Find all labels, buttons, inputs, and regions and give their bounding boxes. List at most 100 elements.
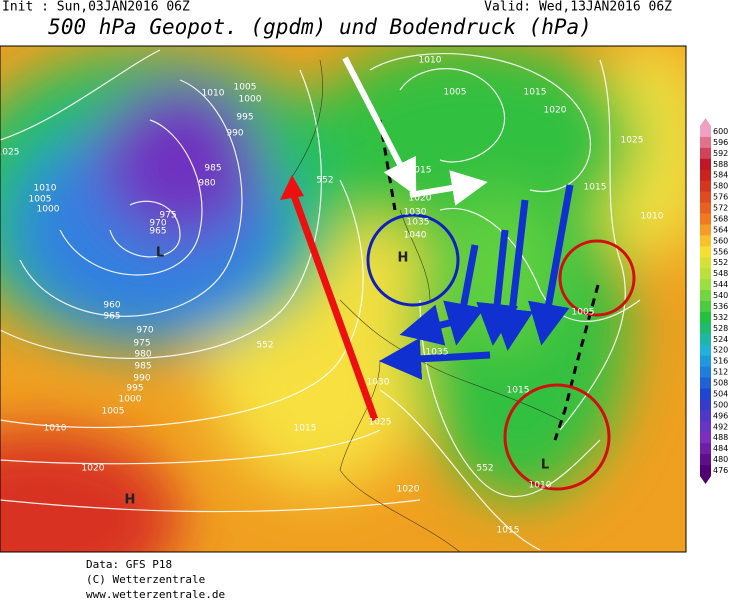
legend-label: 592 [713,149,728,158]
legend-swatch [700,180,711,193]
isobar-label: 1005 [572,308,595,318]
footer-line: (C) Wetterzentrale [86,573,205,586]
legend-swatch [700,301,711,313]
legend-label: 552 [713,258,728,267]
isobar-label: 1010 [34,184,57,194]
legend-label: 536 [713,302,728,311]
legend-swatch [700,169,711,182]
isobar-label: 1005 [102,407,125,417]
legend-label: 596 [713,138,728,147]
legend-label: 524 [713,335,728,344]
isobar-label: 1020 [82,464,105,474]
isobar-label: 1010 [44,424,67,434]
isobar-label: 975 [159,211,176,221]
legend-swatch [700,333,711,346]
isobar-label: 1025 [0,148,19,158]
legend-swatch [700,158,711,171]
legend-label: 580 [713,182,728,191]
legend-label: 480 [713,455,728,464]
isobar-label: 1015 [497,526,520,536]
legend-label: 528 [713,324,728,333]
title: 500 hPa Geopot. (gpdm) und Bodendruck (h… [48,15,592,39]
isobar-label: 1005 [444,88,467,98]
legend-label: 584 [713,171,728,180]
isobar-label: 1015 [294,424,317,434]
isobar-label: 1005 [234,83,257,93]
isobar-label: 1030 [404,208,427,218]
pressure-center: L [541,458,549,473]
legend-label: 576 [713,193,728,202]
isobar-label: 552 [316,176,333,186]
isobar-label: 552 [256,341,273,351]
isobar-label: 1025 [621,136,644,146]
isobar-label: 1030 [367,378,390,388]
isobar-label: 960 [103,301,120,311]
legend-label: 520 [713,346,728,355]
pressure-center: H [398,251,409,266]
legend-arrow [700,476,711,484]
legend-swatch [700,465,711,477]
isobar-label: 1010 [419,56,442,66]
isobar-label: 1025 [369,418,392,428]
footer-line: Data: GFS P18 [86,558,172,571]
isobar-label: 965 [103,312,120,322]
isobar-label: 1015 [409,166,432,176]
legend-swatch [700,136,711,149]
isobar-label: 995 [236,113,253,123]
legend-swatch [700,454,711,466]
isobar-label: 1040 [404,231,427,241]
legend-label: 516 [713,357,728,366]
isobar-label: 552 [476,464,493,474]
isobar-label: 970 [149,219,166,229]
legend-label: 496 [713,411,728,420]
isobar-label: 1010 [529,481,552,491]
isobar-label: 1015 [507,386,530,396]
isobar-label: 1035 [407,218,430,228]
legend-label: 600 [713,127,728,136]
legend-swatch [700,388,711,400]
legend-label: 588 [713,160,728,169]
isobar-label: 1020 [544,106,567,116]
legend-label: 540 [713,291,728,300]
legend-swatch [700,224,711,236]
isobar-label: 980 [198,179,215,189]
legend-swatch [700,202,711,214]
legend-swatch [700,126,711,138]
legend-label: 544 [713,280,728,289]
isobar-label: 990 [226,129,243,139]
isobar-label: 980 [134,350,151,360]
legend-swatch [700,311,711,324]
legend-swatch [700,344,711,357]
isobar-label: 1000 [37,205,60,215]
isobar-label: 1015 [524,88,547,98]
init-time: Init : Sun,03JAN2016 06Z [2,0,190,15]
isobar-label: 995 [126,384,143,394]
legend-label: 508 [713,379,728,388]
isobar-label: 1020 [397,485,420,495]
legend-label: 568 [713,214,728,223]
isobar-label: 1005 [29,195,52,205]
legend-label: 500 [713,400,728,409]
map-field: 1010100510151020102510251010100510009959… [0,46,686,552]
legend-swatch [700,147,711,160]
legend-swatch [700,257,711,269]
legend-swatch [700,432,711,444]
isobar-label: 1000 [119,395,142,405]
legend-label: 484 [713,444,728,453]
pressure-center: L [156,246,164,261]
valid-time: Valid: Wed,13JAN2016 06Z [484,0,672,15]
isobar-label: 985 [134,362,151,372]
legend-swatch [700,235,711,247]
legend-swatch [700,290,711,302]
isobar-label: 970 [136,326,153,336]
isobar-label: 990 [133,374,150,384]
legend-swatch [700,399,711,411]
isobar-label: 985 [204,164,221,174]
legend-swatch [700,377,711,389]
isobar-label: 1010 [641,212,664,222]
isobar-label: 975 [133,339,150,349]
legend-swatch [700,191,711,204]
isobar-label: 1010 [202,89,225,99]
legend-label: 488 [713,433,728,442]
